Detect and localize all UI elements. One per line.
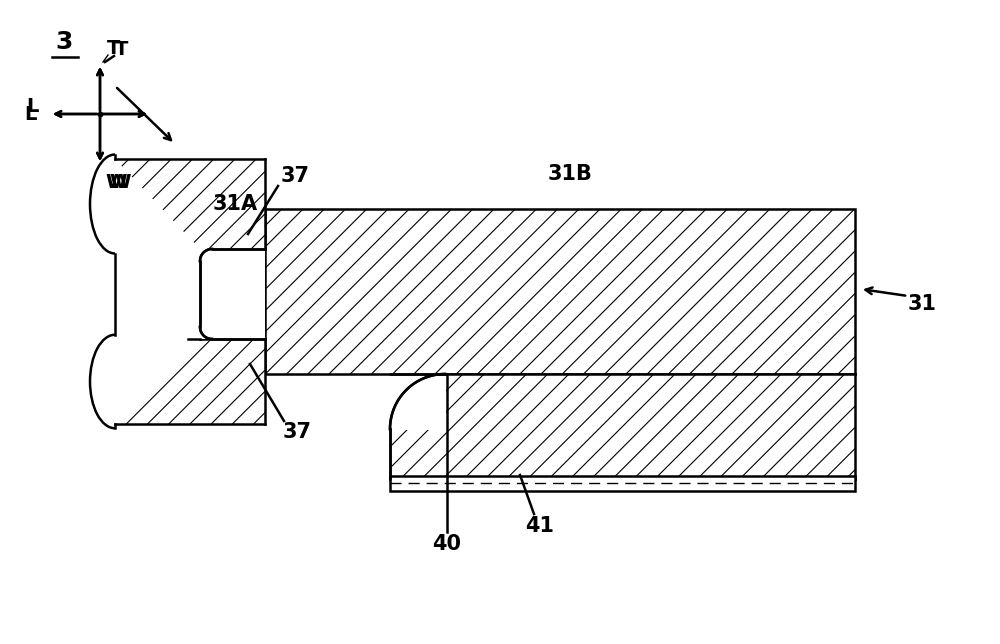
Text: 31: 31 (908, 294, 936, 314)
Polygon shape (115, 159, 265, 249)
Text: 37: 37 (280, 166, 310, 186)
Bar (200, 249, 265, 339)
Text: 31B: 31B (548, 164, 592, 184)
Polygon shape (115, 339, 265, 424)
Text: L: L (24, 104, 36, 124)
Bar (265, 209, 855, 374)
Text: 41: 41 (526, 516, 554, 536)
Text: 37: 37 (283, 422, 312, 442)
Bar (199, 326, 213, 339)
Text: 31A: 31A (212, 194, 258, 214)
Text: 40: 40 (432, 534, 462, 554)
Text: W: W (105, 173, 127, 191)
Text: 3: 3 (55, 30, 72, 54)
Bar (390, 374, 855, 479)
Text: W: W (109, 173, 131, 191)
Bar (390, 476, 855, 491)
Text: T: T (115, 39, 129, 59)
Bar (389, 373, 446, 430)
Text: L: L (26, 97, 38, 115)
Text: T: T (107, 39, 121, 57)
Bar (199, 248, 213, 262)
